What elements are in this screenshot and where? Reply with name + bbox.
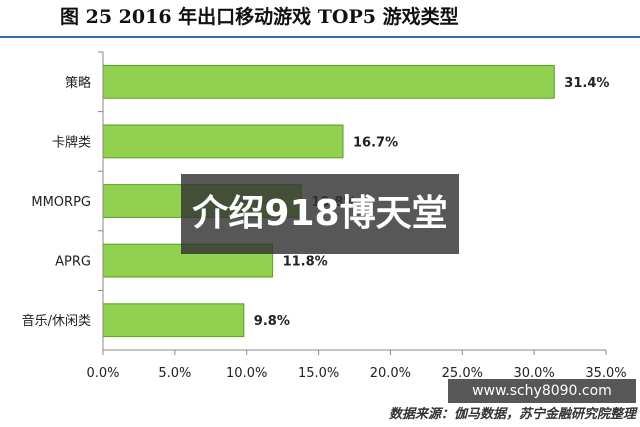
site-watermark: www.schy8090.com	[448, 379, 636, 403]
source-note: 数据来源：伽马数据，苏宁金融研究院整理	[388, 407, 636, 422]
value-label-4: 9.8%	[254, 314, 290, 329]
bar-0	[102, 64, 555, 99]
bar-1	[102, 124, 344, 159]
category-label-1: 卡牌类	[52, 134, 91, 150]
x-tick-label-5: 25.0%	[442, 366, 483, 381]
bar-4	[102, 303, 245, 338]
title-divider	[0, 36, 640, 38]
x-tick-label-7: 35.0%	[585, 366, 626, 381]
x-tick-label-2: 10.0%	[226, 366, 267, 381]
category-label-2: MMORPG	[31, 195, 91, 210]
chart-title: 图 25 2016 年出口移动游戏 TOP5 游戏类型	[60, 6, 459, 28]
category-label-3: APRG	[55, 255, 91, 270]
x-tick-label-0: 0.0%	[86, 366, 119, 381]
x-tick-label-3: 15.0%	[298, 366, 339, 381]
category-label-4: 音乐/休闲类	[22, 313, 91, 329]
value-label-3: 11.8%	[283, 255, 328, 270]
category-label-0: 策略	[65, 75, 91, 91]
value-label-0: 31.4%	[564, 76, 609, 91]
x-tick-label-1: 5.0%	[158, 366, 191, 381]
value-label-1: 16.7%	[353, 135, 398, 150]
watermark-overlay: 介绍918博天堂	[181, 174, 459, 254]
axes-layer	[98, 51, 607, 355]
x-tick-label-4: 20.0%	[370, 366, 411, 381]
x-tick-label-6: 30.0%	[513, 366, 554, 381]
